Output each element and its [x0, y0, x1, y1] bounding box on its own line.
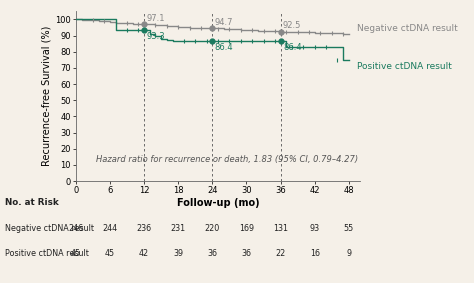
X-axis label: Follow-up (mo): Follow-up (mo)	[177, 198, 259, 208]
Text: Negative ctDNA result: Negative ctDNA result	[5, 224, 94, 233]
Text: 169: 169	[239, 224, 254, 233]
Text: 93.3: 93.3	[146, 32, 165, 41]
Text: Positive ctDNA result: Positive ctDNA result	[5, 249, 89, 258]
Text: 16: 16	[310, 249, 320, 258]
Text: 36: 36	[207, 249, 218, 258]
Text: 42: 42	[139, 249, 149, 258]
Text: 131: 131	[273, 224, 288, 233]
Text: Negative ctDNA result: Negative ctDNA result	[357, 24, 458, 33]
Text: Positive ctDNA result: Positive ctDNA result	[357, 62, 452, 71]
Text: 45: 45	[71, 249, 81, 258]
Text: No. at Risk: No. at Risk	[5, 198, 58, 207]
Y-axis label: Recurrence-free Survival (%): Recurrence-free Survival (%)	[41, 26, 51, 166]
Text: 94.7: 94.7	[215, 18, 233, 27]
Text: 93: 93	[310, 224, 320, 233]
Text: 36: 36	[241, 249, 252, 258]
Text: 97.1: 97.1	[146, 14, 165, 23]
Text: 244: 244	[102, 224, 118, 233]
Text: 22: 22	[275, 249, 286, 258]
Text: 86.4: 86.4	[215, 43, 233, 52]
Text: 236: 236	[137, 224, 152, 233]
Text: 55: 55	[344, 224, 354, 233]
Text: 246: 246	[68, 224, 83, 233]
Text: 39: 39	[173, 249, 183, 258]
Text: 9: 9	[346, 249, 351, 258]
Text: 45: 45	[105, 249, 115, 258]
Text: 220: 220	[205, 224, 220, 233]
Text: 86.4: 86.4	[283, 43, 301, 52]
Text: 92.5: 92.5	[283, 21, 301, 30]
Text: Hazard ratio for recurrence or death, 1.83 (95% CI, 0.79–4.27): Hazard ratio for recurrence or death, 1.…	[96, 155, 358, 164]
Text: 231: 231	[171, 224, 186, 233]
